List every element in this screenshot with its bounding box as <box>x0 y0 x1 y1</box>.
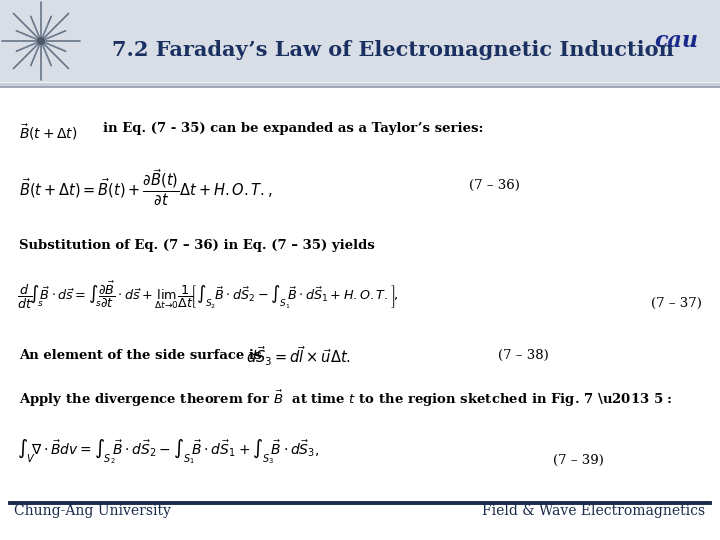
Text: $d\vec{S}_3 = d\vec{l}\times\vec{u}\Delta t.$: $d\vec{S}_3 = d\vec{l}\times\vec{u}\Delt… <box>246 344 351 368</box>
Circle shape <box>37 38 45 44</box>
Text: $\dfrac{d}{dt}\!\int_{\!s}\!\vec{B}\cdot d\vec{s} = \int_{\!s}\!\dfrac{\partial : $\dfrac{d}{dt}\!\int_{\!s}\!\vec{B}\cdot… <box>17 279 399 310</box>
Text: Apply the divergence theorem for $\vec{B}$  at time $t$ to the region sketched i: Apply the divergence theorem for $\vec{B… <box>19 389 673 409</box>
Text: (7 – 36): (7 – 36) <box>469 179 520 192</box>
Text: An element of the side surface is: An element of the side surface is <box>19 349 262 362</box>
Text: $\vec{B}(t+\Delta t) = \vec{B}(t) + \dfrac{\partial \vec{B}(t)}{\partial t}\Delt: $\vec{B}(t+\Delta t) = \vec{B}(t) + \dfr… <box>19 167 273 207</box>
Text: Chung-Ang University: Chung-Ang University <box>14 504 171 518</box>
Text: Field & Wave Electromagnetics: Field & Wave Electromagnetics <box>482 504 706 518</box>
Text: (7 – 39): (7 – 39) <box>552 454 603 467</box>
Text: in Eq. (7 - 35) can be expanded as a Taylor’s series:: in Eq. (7 - 35) can be expanded as a Tay… <box>103 122 484 135</box>
Text: $\int_{V}\!\nabla\cdot\vec{B}dv = \int_{S_2}\!\vec{B}\cdot d\vec{S}_2 - \int_{S_: $\int_{V}\!\nabla\cdot\vec{B}dv = \int_{… <box>17 437 320 465</box>
Text: $\vec{B}(t+\Delta t)$: $\vec{B}(t+\Delta t)$ <box>19 122 78 142</box>
Text: cau: cau <box>654 30 698 52</box>
Text: 7.2 Faraday’s Law of Electromagnetic Induction: 7.2 Faraday’s Law of Electromagnetic Ind… <box>112 40 673 60</box>
Text: (7 – 37): (7 – 37) <box>652 297 702 310</box>
Text: Substitution of Eq. (7 – 36) in Eq. (7 – 35) yields: Substitution of Eq. (7 – 36) in Eq. (7 –… <box>19 239 375 252</box>
Text: (7 – 38): (7 – 38) <box>498 349 549 362</box>
